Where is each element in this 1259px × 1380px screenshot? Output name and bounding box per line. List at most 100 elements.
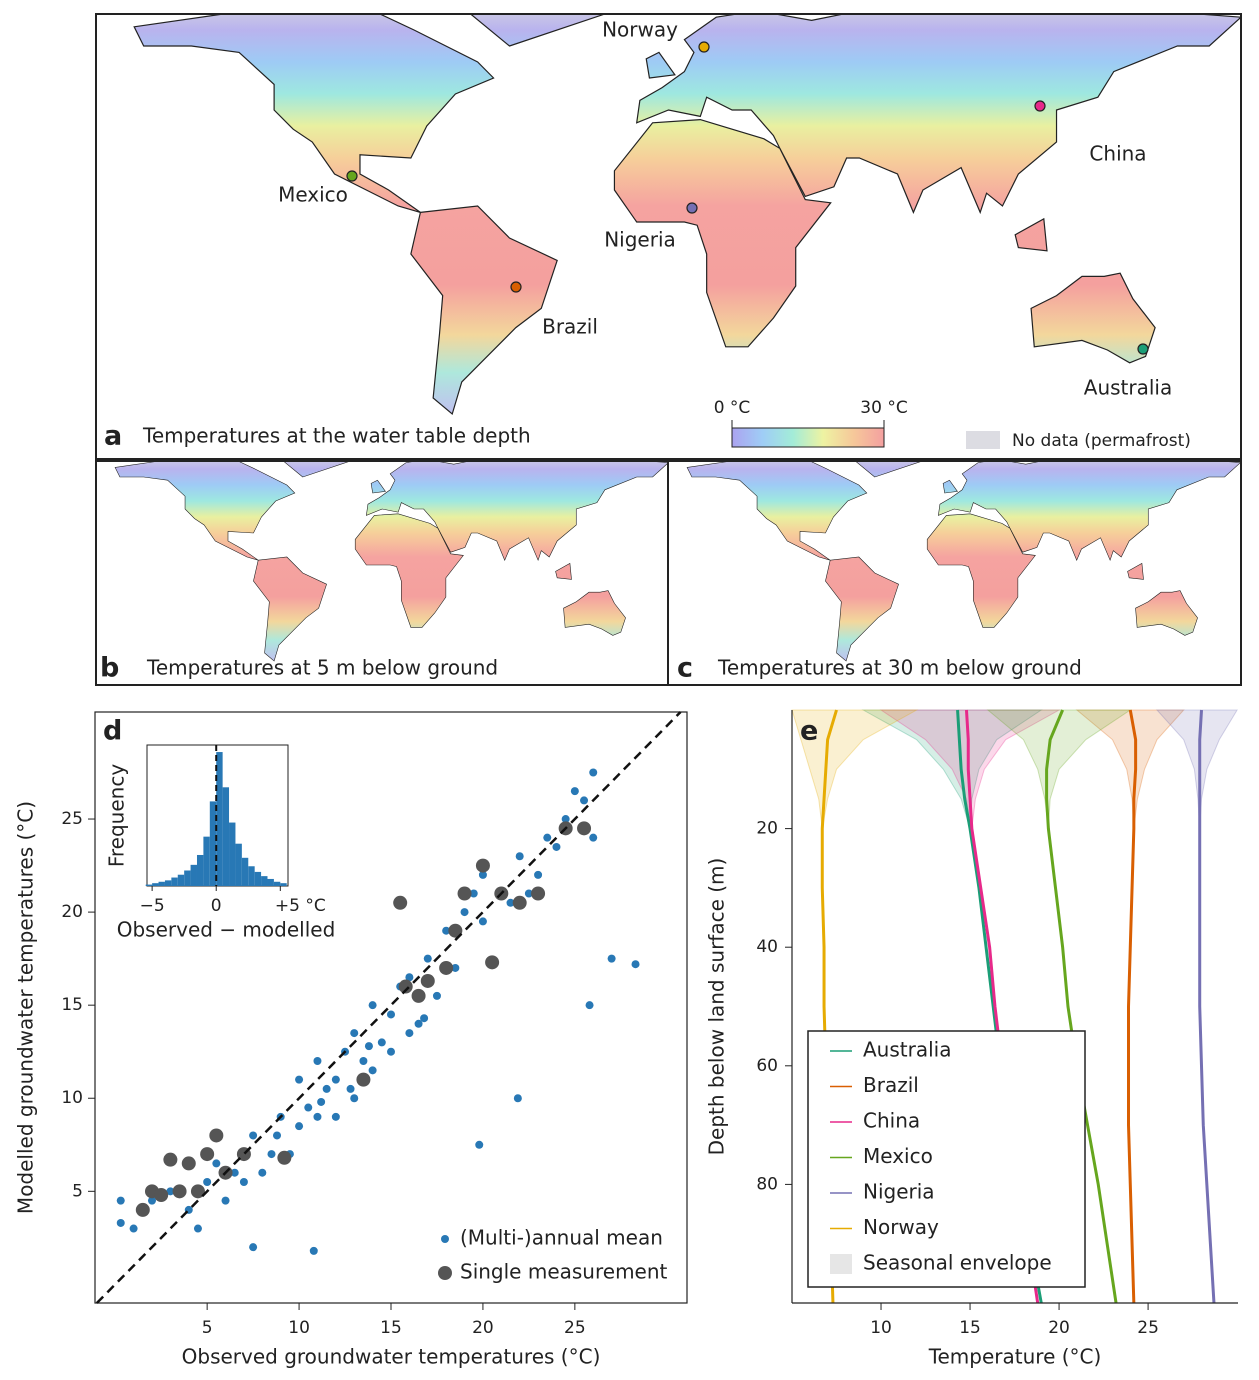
legend-label: Australia [863,1038,951,1062]
location-label: Norway [602,18,678,42]
point [478,870,487,879]
profile-line [1127,709,1138,1304]
panel-frame [667,460,1242,686]
location-label: Australia [1084,376,1172,400]
histogram-bar [196,854,204,886]
histogram-bar [229,822,236,886]
inset-y-label: Frequency [105,764,129,867]
land [825,556,899,662]
location-marker [698,41,710,53]
map [686,461,1241,662]
legend-label: Nigeria [863,1180,935,1204]
inset-x-label: Observed − modelled [117,918,336,942]
point [364,1042,373,1051]
histogram-bar [216,752,223,886]
histogram-bar [164,880,172,886]
point [230,1168,239,1177]
point [356,1072,371,1087]
histogram-bar [254,871,262,886]
seasonal-envelope [1075,709,1185,829]
legend-label: Norway [863,1215,939,1239]
point [368,1066,377,1075]
point [631,960,640,969]
point [411,988,426,1003]
colorbar-label: 30 °C [860,398,907,418]
land [635,14,1241,215]
histogram-bar [171,877,178,886]
no-data-swatch [966,431,1000,449]
point [589,768,598,777]
legend-label: Seasonal envelope [863,1251,1052,1275]
point [221,1196,230,1205]
point [485,955,500,970]
point [368,1001,377,1010]
point [166,1187,175,1196]
point [203,1178,212,1187]
land [563,590,626,636]
location-marker [1034,100,1046,112]
point [460,908,469,917]
histogram-bar [273,881,281,886]
point [448,923,463,938]
land [282,461,351,478]
panel-letter: e [800,716,818,747]
histogram-bar [248,866,255,886]
point [475,1140,484,1149]
point [359,1057,368,1066]
location-label: Nigeria [604,228,676,252]
histogram-bar [190,864,197,886]
point [129,1224,138,1233]
point [249,1131,258,1140]
point [420,973,435,988]
y-tick-label: 20 [756,819,778,839]
point [478,917,487,926]
x-tick-label: 10 [288,1318,310,1338]
histogram-bar [235,843,242,886]
point [209,1128,224,1143]
x-axis-label: Observed groundwater temperatures (°C) [182,1345,601,1369]
land [1030,272,1156,364]
point [212,1159,221,1168]
point [267,1150,276,1159]
point [193,1224,202,1233]
land [253,556,327,662]
point [414,1019,423,1028]
x-tick-label: 15 [380,1318,402,1338]
point [570,787,579,796]
land [942,479,958,494]
point [295,1122,304,1131]
panel-letter: d [103,716,122,747]
map [133,14,1241,416]
point [387,1010,395,1019]
land [410,205,558,416]
point [506,898,515,907]
seasonal-envelope [879,709,1062,829]
point [239,1178,248,1187]
inset-x-tick-label: +5 °C [275,896,326,916]
x-tick-label: 25 [564,1318,586,1338]
histogram-bar [280,883,287,886]
land [1135,590,1198,636]
y-axis-label: Modelled groundwater temperatures (°C) [14,801,38,1214]
point [543,833,552,842]
land [926,513,1036,628]
land [1014,217,1048,252]
panel-letter: b [100,653,119,684]
identity-line [95,711,682,1304]
point [398,979,413,994]
legend-label: (Multi-)annual mean [460,1226,663,1250]
point [317,1097,326,1106]
histogram-bar [222,787,230,886]
legend-swatch [830,1254,852,1274]
point [393,895,408,910]
land [854,461,923,478]
x-tick-label: 25 [1137,1318,1159,1338]
point [405,1029,414,1038]
point [512,895,527,910]
x-tick-label: 10 [870,1318,892,1338]
point [405,973,414,982]
location-label: Brazil [542,315,598,339]
histogram-bar [209,801,217,886]
point [580,796,589,805]
